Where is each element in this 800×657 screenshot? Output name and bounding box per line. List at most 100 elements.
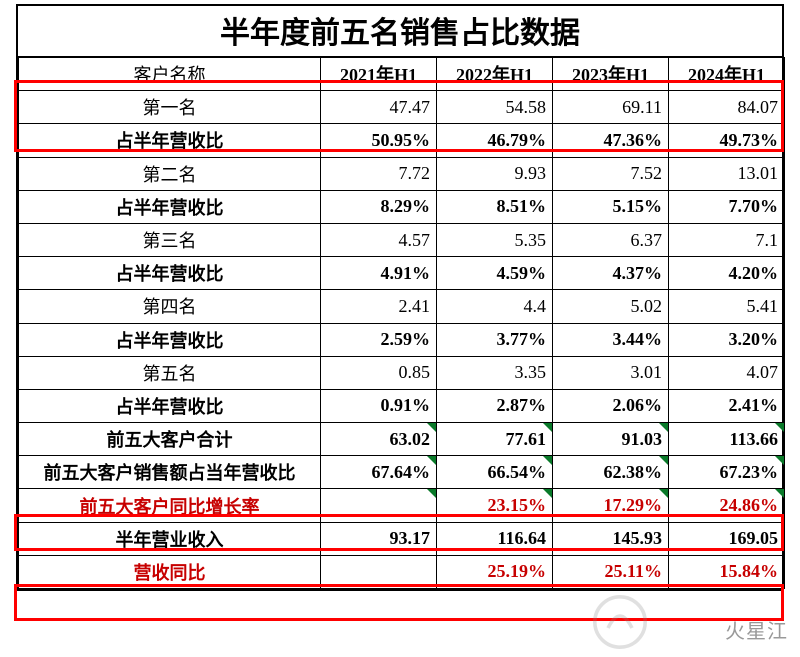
- cell: 15.84%: [669, 555, 785, 588]
- cell: 13.01: [669, 157, 785, 190]
- row-label: 前五大客户同比增长率: [19, 489, 321, 522]
- table-row: 占半年营收比8.29%8.51%5.15%7.70%: [19, 190, 785, 223]
- cell: 66.54%: [437, 456, 553, 489]
- cell: 25.19%: [437, 555, 553, 588]
- header-c2: 2022年H1: [437, 58, 553, 91]
- cell: 2.87%: [437, 389, 553, 422]
- table-row: 前五大客户同比增长率 23.15%17.29%24.86%: [19, 489, 785, 522]
- row-label: 第三名: [19, 223, 321, 256]
- cell: 5.35: [437, 223, 553, 256]
- data-table: 客户名称 2021年H1 2022年H1 2023年H1 2024年H1 第一名…: [18, 57, 785, 589]
- cell: 0.85: [321, 356, 437, 389]
- cell: 84.07: [669, 91, 785, 124]
- cell: 113.66: [669, 423, 785, 456]
- row-label: 前五大客户销售额占当年营收比: [19, 456, 321, 489]
- cell: 93.17: [321, 522, 437, 555]
- cell: 50.95%: [321, 124, 437, 157]
- table-title: 半年度前五名销售占比数据: [18, 6, 782, 57]
- cell: [321, 489, 437, 522]
- row-label: 第一名: [19, 91, 321, 124]
- table-row: 第四名2.414.45.025.41: [19, 290, 785, 323]
- table-row: 前五大客户销售额占当年营收比67.64%66.54%62.38%67.23%: [19, 456, 785, 489]
- header-c1: 2021年H1: [321, 58, 437, 91]
- cell: 7.1: [669, 223, 785, 256]
- cell: 77.61: [437, 423, 553, 456]
- cell: 4.59%: [437, 257, 553, 290]
- watermark-logo: [590, 592, 650, 652]
- cell: 3.20%: [669, 323, 785, 356]
- cell: 3.77%: [437, 323, 553, 356]
- cell: 0.91%: [321, 389, 437, 422]
- cell: 2.59%: [321, 323, 437, 356]
- cell: 9.93: [437, 157, 553, 190]
- cell: 17.29%: [553, 489, 669, 522]
- cell: 2.41%: [669, 389, 785, 422]
- table-row: 占半年营收比2.59%3.77%3.44%3.20%: [19, 323, 785, 356]
- table-row: 半年营业收入93.17116.64145.93169.05: [19, 522, 785, 555]
- header-label: 客户名称: [19, 58, 321, 91]
- row-label: 营收同比: [19, 555, 321, 588]
- table-row: 第三名4.575.356.377.1: [19, 223, 785, 256]
- cell: 6.37: [553, 223, 669, 256]
- cell: 47.36%: [553, 124, 669, 157]
- cell: 25.11%: [553, 555, 669, 588]
- row-label: 占半年营收比: [19, 124, 321, 157]
- cell: 4.07: [669, 356, 785, 389]
- cell: 24.86%: [669, 489, 785, 522]
- cell: 4.91%: [321, 257, 437, 290]
- table-row: 第一名47.4754.5869.1184.07: [19, 91, 785, 124]
- cell: 67.23%: [669, 456, 785, 489]
- cell: 2.41: [321, 290, 437, 323]
- cell: 5.02: [553, 290, 669, 323]
- cell: 63.02: [321, 423, 437, 456]
- header-row: 客户名称 2021年H1 2022年H1 2023年H1 2024年H1: [19, 58, 785, 91]
- header-c3: 2023年H1: [553, 58, 669, 91]
- row-label: 半年营业收入: [19, 522, 321, 555]
- cell: 116.64: [437, 522, 553, 555]
- cell: 7.72: [321, 157, 437, 190]
- cell: 3.35: [437, 356, 553, 389]
- cell: 67.64%: [321, 456, 437, 489]
- row-label: 占半年营收比: [19, 389, 321, 422]
- cell: 46.79%: [437, 124, 553, 157]
- cell: 5.15%: [553, 190, 669, 223]
- header-c4: 2024年H1: [669, 58, 785, 91]
- table-row: 第五名0.853.353.014.07: [19, 356, 785, 389]
- table-row: 第二名7.729.937.5213.01: [19, 157, 785, 190]
- table-container: 半年度前五名销售占比数据 客户名称 2021年H1 2022年H1 2023年H…: [16, 4, 784, 591]
- table-row: 占半年营收比0.91%2.87%2.06%2.41%: [19, 389, 785, 422]
- cell: 145.93: [553, 522, 669, 555]
- cell: 4.57: [321, 223, 437, 256]
- row-label: 占半年营收比: [19, 257, 321, 290]
- cell: 3.44%: [553, 323, 669, 356]
- cell: 69.11: [553, 91, 669, 124]
- cell: 54.58: [437, 91, 553, 124]
- cell: 49.73%: [669, 124, 785, 157]
- cell: 169.05: [669, 522, 785, 555]
- cell: 62.38%: [553, 456, 669, 489]
- table-row: 营收同比 25.19%25.11%15.84%: [19, 555, 785, 588]
- cell: 3.01: [553, 356, 669, 389]
- row-label: 第五名: [19, 356, 321, 389]
- cell: 2.06%: [553, 389, 669, 422]
- cell: [321, 555, 437, 588]
- cell: 23.15%: [437, 489, 553, 522]
- row-label: 占半年营收比: [19, 190, 321, 223]
- row-label: 前五大客户合计: [19, 423, 321, 456]
- cell: 8.29%: [321, 190, 437, 223]
- cell: 4.4: [437, 290, 553, 323]
- cell: 4.37%: [553, 257, 669, 290]
- watermark-text: 火星江: [725, 615, 788, 644]
- row-label: 第二名: [19, 157, 321, 190]
- table-row: 占半年营收比50.95%46.79%47.36%49.73%: [19, 124, 785, 157]
- row-label: 占半年营收比: [19, 323, 321, 356]
- cell: 8.51%: [437, 190, 553, 223]
- cell: 4.20%: [669, 257, 785, 290]
- table-row: 占半年营收比4.91%4.59%4.37%4.20%: [19, 257, 785, 290]
- cell: 7.70%: [669, 190, 785, 223]
- cell: 7.52: [553, 157, 669, 190]
- cell: 91.03: [553, 423, 669, 456]
- table-row: 前五大客户合计63.0277.6191.03113.66: [19, 423, 785, 456]
- row-label: 第四名: [19, 290, 321, 323]
- cell: 47.47: [321, 91, 437, 124]
